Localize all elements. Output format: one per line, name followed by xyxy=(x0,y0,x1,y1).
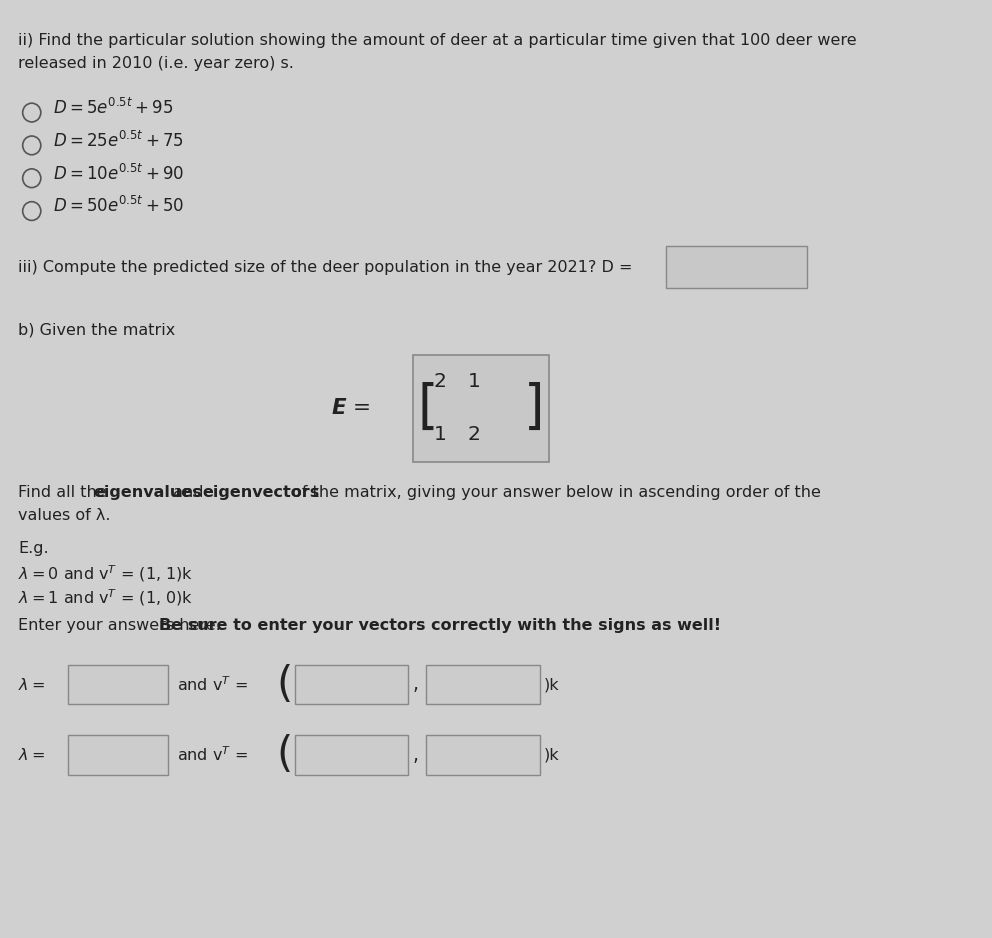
Text: $\lambda =$: $\lambda =$ xyxy=(18,676,46,693)
Text: (: ( xyxy=(277,734,293,776)
Text: ]: ] xyxy=(524,382,544,434)
Text: eigenvectors: eigenvectors xyxy=(202,485,319,500)
Text: values of λ.: values of λ. xyxy=(18,508,111,523)
Text: released in 2010 (i.e. year zero) s.: released in 2010 (i.e. year zero) s. xyxy=(18,56,294,71)
FancyBboxPatch shape xyxy=(667,246,807,288)
FancyBboxPatch shape xyxy=(413,355,549,462)
Text: [: [ xyxy=(417,382,437,434)
Text: 1: 1 xyxy=(434,425,446,444)
Text: (: ( xyxy=(277,664,293,705)
Text: )k: )k xyxy=(544,677,559,692)
FancyBboxPatch shape xyxy=(295,735,408,775)
Text: eigenvalues: eigenvalues xyxy=(93,485,202,500)
Text: $\lambda = 0$ and v$^T$ = (1, 1)k: $\lambda = 0$ and v$^T$ = (1, 1)k xyxy=(18,564,193,584)
FancyBboxPatch shape xyxy=(427,735,540,775)
FancyBboxPatch shape xyxy=(68,665,168,704)
Text: iii) Compute the predicted size of the deer population in the year 2021? D =: iii) Compute the predicted size of the d… xyxy=(18,260,633,275)
FancyBboxPatch shape xyxy=(295,665,408,704)
Text: 2: 2 xyxy=(468,425,481,444)
Text: and v$^T$ =: and v$^T$ = xyxy=(177,746,248,764)
Text: $D = 5e^{0.5t} + 95$: $D = 5e^{0.5t} + 95$ xyxy=(53,98,173,118)
Text: b) Given the matrix: b) Given the matrix xyxy=(18,323,176,338)
Text: $\lambda = 1$ and v$^T$ = (1, 0)k: $\lambda = 1$ and v$^T$ = (1, 0)k xyxy=(18,587,193,608)
Text: 2: 2 xyxy=(434,372,446,391)
Text: $D = 10e^{0.5t} + 90$: $D = 10e^{0.5t} + 90$ xyxy=(53,163,184,184)
Text: and v$^T$ =: and v$^T$ = xyxy=(177,675,248,694)
Text: )k: )k xyxy=(544,748,559,763)
FancyBboxPatch shape xyxy=(427,665,540,704)
Text: Find all the: Find all the xyxy=(18,485,112,500)
Text: ,: , xyxy=(413,675,419,694)
Text: $\boldsymbol{E}$ =: $\boldsymbol{E}$ = xyxy=(331,398,370,418)
Text: Enter your answers here.: Enter your answers here. xyxy=(18,618,226,633)
Text: and: and xyxy=(168,485,208,500)
Text: 1: 1 xyxy=(468,372,481,391)
Text: $D = 50e^{0.5t} + 50$: $D = 50e^{0.5t} + 50$ xyxy=(53,196,184,217)
Text: $D = 25e^{0.5t} + 75$: $D = 25e^{0.5t} + 75$ xyxy=(53,130,184,151)
Text: of the matrix, giving your answer below in ascending order of the: of the matrix, giving your answer below … xyxy=(287,485,820,500)
Text: ,: , xyxy=(413,746,419,764)
Text: $\lambda =$: $\lambda =$ xyxy=(18,747,46,764)
Text: Be sure to enter your vectors correctly with the signs as well!: Be sure to enter your vectors correctly … xyxy=(159,618,721,633)
Text: ii) Find the particular solution showing the amount of deer at a particular time: ii) Find the particular solution showing… xyxy=(18,33,857,48)
FancyBboxPatch shape xyxy=(68,735,168,775)
Text: E.g.: E.g. xyxy=(18,541,49,556)
